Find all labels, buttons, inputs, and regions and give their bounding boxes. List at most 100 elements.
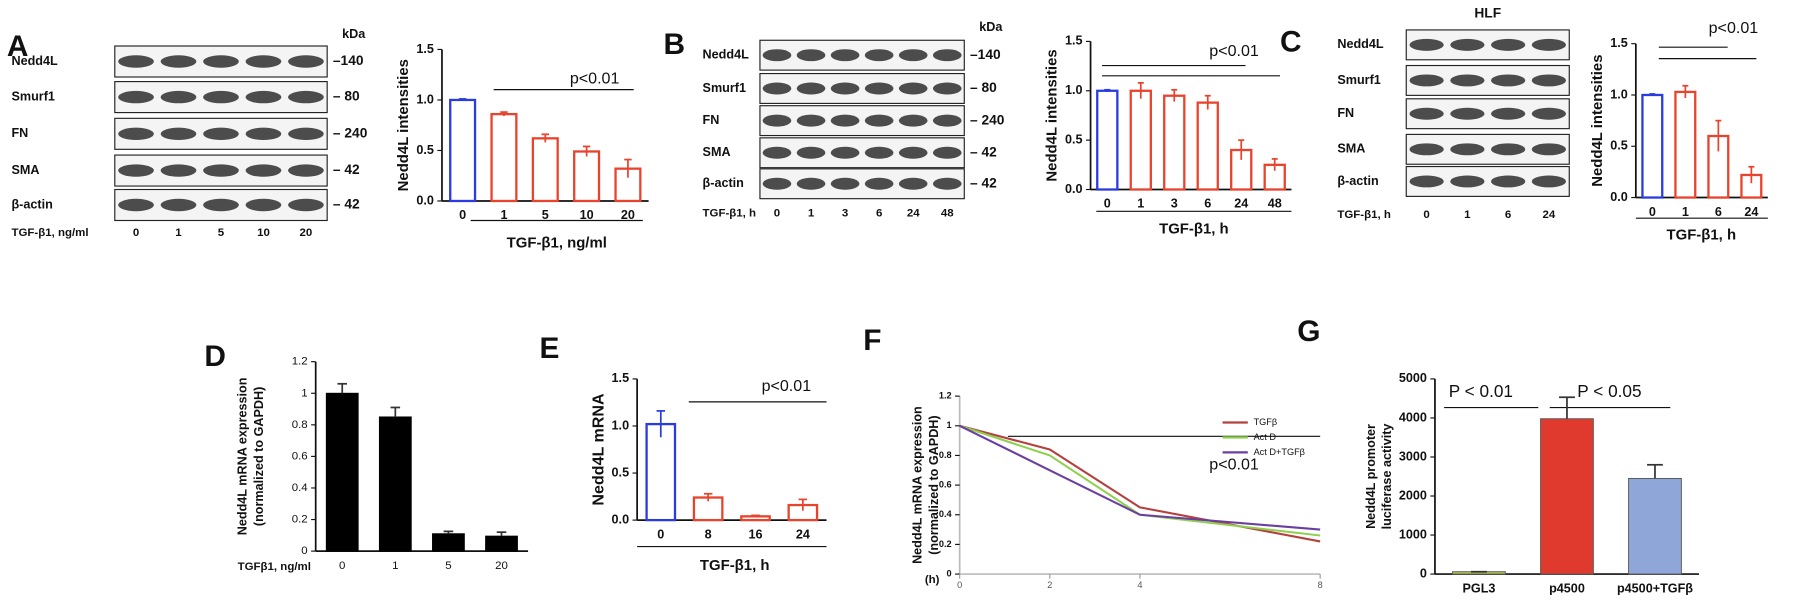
x-tick-label: p4500 (1549, 581, 1585, 595)
y-axis-label: luciferase activity (1380, 424, 1394, 530)
blot-band (160, 55, 197, 68)
blot-band (160, 90, 197, 104)
blot-band (864, 177, 894, 190)
blot-band (245, 198, 282, 212)
blot-band (1491, 38, 1526, 51)
y-tick-label: 1.2 (939, 391, 952, 401)
x-tick-label: 48 (1268, 197, 1282, 211)
bar (645, 422, 677, 522)
y-axis-label: Nedd4L mRNA expression (911, 406, 925, 564)
blot-band (118, 127, 154, 141)
blot-frame (759, 72, 965, 104)
panel-letter: E (540, 332, 560, 365)
lane-label: 24 (907, 208, 920, 220)
panel-letter: D (204, 340, 226, 373)
series-line (959, 424, 1321, 531)
blot-band (203, 198, 239, 212)
blot-frame (759, 39, 965, 71)
lane-label: 48 (941, 208, 954, 220)
y-tick-label: 1.0 (1065, 83, 1083, 97)
annotation: p<0.01 (1209, 42, 1259, 60)
blot-band (864, 49, 894, 62)
lane-label: 0 (133, 227, 139, 239)
panel-letter: G (1297, 315, 1320, 348)
blot-row-label: Nedd4L (1337, 37, 1384, 51)
y-tick-label: 1.2 (292, 356, 308, 368)
kda-marker: – 80 (970, 80, 997, 95)
y-tick-label: 0 (947, 568, 952, 578)
y-tick-label: 1000 (1399, 527, 1427, 541)
bar (1163, 94, 1186, 191)
bar (449, 98, 477, 203)
blot-band (203, 164, 239, 177)
bar (1674, 90, 1697, 199)
lane-label: 20 (300, 227, 313, 239)
blot-band (118, 90, 154, 104)
blot-frame (759, 137, 965, 169)
y-tick-label: 1.0 (416, 92, 434, 106)
x-tick-label: 6 (1204, 197, 1211, 211)
blot-row-label: Nedd4L (11, 54, 58, 68)
kda-header: kDa (979, 20, 1003, 34)
y-tick-label: 0.0 (1610, 190, 1628, 204)
blot-row-label: β-actin (703, 176, 744, 190)
blot-xlabel: TGF-β1, h (703, 208, 757, 220)
legend-label: Act D (1254, 432, 1277, 442)
y-axis-label: Nedd4L intensities (1044, 49, 1061, 181)
x-axis-label: TGF-β1, h (700, 557, 770, 574)
blot-row-label: Smurf1 (11, 89, 54, 103)
blot-band (898, 114, 928, 127)
x-tick-label: 0 (459, 208, 466, 222)
x-tick-label: 2 (1047, 580, 1052, 590)
blot-band (245, 90, 282, 104)
y-axis-label: Nedd4L intensities (1589, 54, 1606, 186)
blot-band (796, 49, 826, 62)
blot-band (796, 177, 826, 190)
y-tick-label: 1.0 (612, 418, 630, 432)
y-tick-label: 5000 (1399, 371, 1427, 385)
blot-band (288, 90, 324, 104)
y-tick-label: 1.5 (1065, 34, 1083, 48)
blot-title: HLF (1474, 6, 1501, 21)
x-tick-label: 8 (705, 527, 712, 541)
blot-band (160, 198, 197, 212)
blot-band (1531, 143, 1566, 156)
blot-band (864, 82, 894, 95)
blot-band (932, 49, 962, 62)
bar (1628, 477, 1682, 575)
blot-row-label: SMA (703, 145, 731, 159)
y-tick-label: 0.4 (939, 509, 953, 519)
x-tick-label: 4 (1137, 580, 1142, 590)
blot-band (203, 55, 239, 68)
x-tick-label: 0 (1104, 197, 1111, 211)
legend-label: Act D+TGFβ (1254, 447, 1305, 457)
blot-band (1409, 143, 1444, 156)
blot-band (118, 198, 154, 212)
bar (1641, 93, 1664, 199)
blot-row-label: FN (1337, 106, 1354, 120)
blot-band (830, 49, 860, 62)
y-axis-label: (normalized to GAPDH) (927, 415, 941, 554)
bar (432, 533, 465, 552)
blot-band (1531, 175, 1566, 188)
blot-band (1491, 107, 1526, 120)
lane-label: 1 (1464, 209, 1471, 221)
x-tick-label: 5 (542, 208, 549, 222)
blot-band (160, 164, 197, 177)
blot-band (762, 49, 792, 62)
blot-band (288, 127, 324, 141)
x-tick-label: 6 (1715, 205, 1722, 219)
blot-band (288, 164, 324, 177)
x-tick-label: 0 (657, 527, 664, 541)
blot-band (830, 82, 860, 95)
blot-row-label: SMA (11, 163, 39, 177)
blot-band (1491, 175, 1526, 188)
lane-label: 3 (842, 208, 848, 220)
kda-header: kDa (342, 27, 366, 41)
y-tick-label: 1 (301, 387, 307, 399)
bar (1540, 418, 1594, 575)
bar (1129, 89, 1152, 191)
y-tick-label: 0.5 (416, 143, 434, 157)
x-tick-label: 24 (796, 527, 810, 541)
